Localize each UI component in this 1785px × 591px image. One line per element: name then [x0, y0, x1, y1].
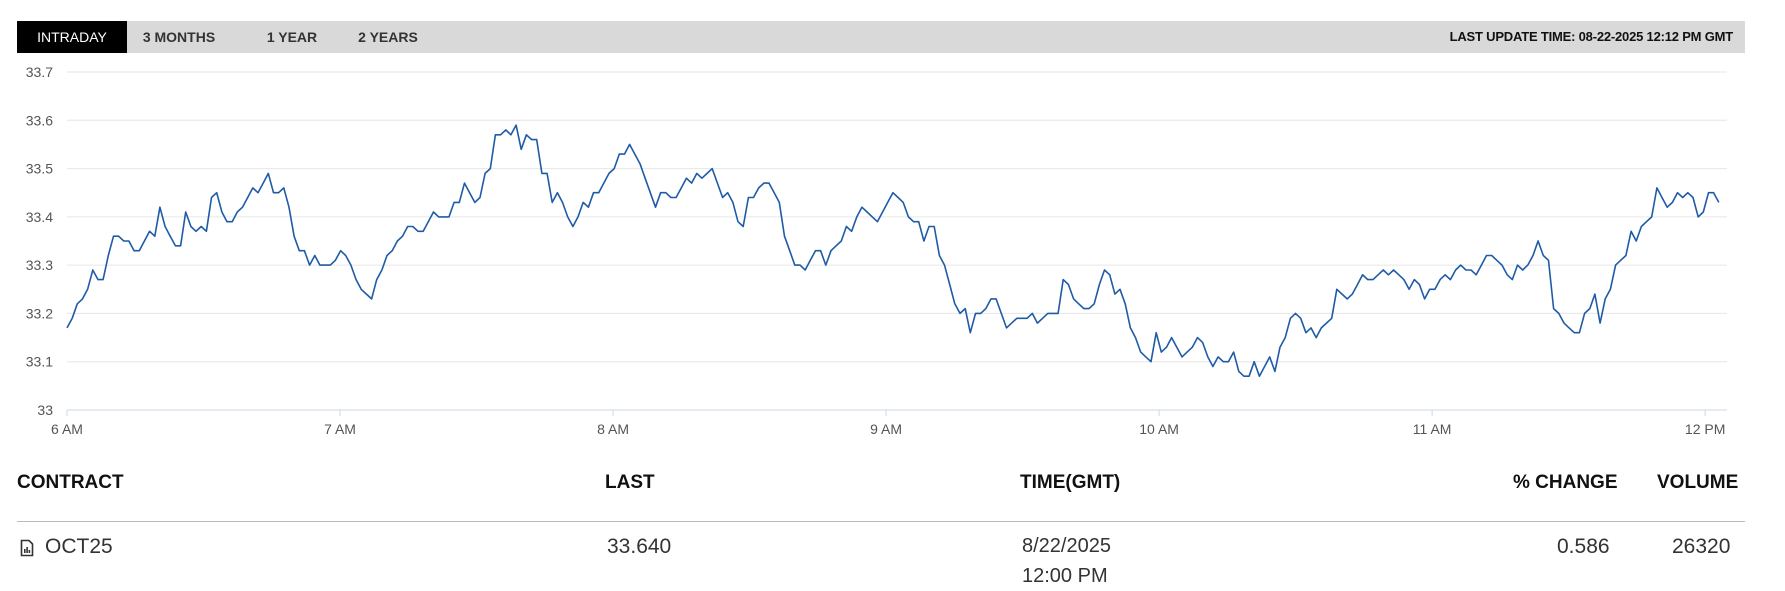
x-tick-label: 11 AM	[1413, 421, 1452, 437]
x-tick-label: 8 AM	[597, 421, 629, 437]
x-tick-label: 10 AM	[1139, 421, 1179, 437]
y-tick-label: 33.5	[26, 161, 53, 177]
quotes-table-header: CONTRACT LAST TIME(GMT) % CHANGE VOLUME	[0, 472, 1785, 502]
y-tick-label: 33	[37, 402, 53, 418]
header-time: TIME(GMT)	[1020, 472, 1121, 493]
x-tick-label: 7 AM	[324, 421, 356, 437]
x-axis-ticks: 6 AM 7 AM 8 AM 9 AM 10 AM 11 AM 12 PM	[51, 410, 1725, 437]
percent-change-value: 0.586	[1557, 535, 1610, 558]
range-tab-bar: INTRADAY 3 MONTHS 1 YEAR 2 YEARS LAST UP…	[17, 21, 1745, 53]
tab-intraday[interactable]: INTRADAY	[17, 21, 127, 53]
x-tick-label: 6 AM	[51, 421, 83, 437]
y-tick-label: 33.7	[26, 64, 53, 80]
tab-3-months[interactable]: 3 MONTHS	[142, 29, 216, 45]
header-last: LAST	[605, 472, 655, 493]
y-tick-label: 33.4	[26, 209, 53, 225]
volume-value: 26320	[1672, 535, 1731, 558]
y-tick-label: 33.1	[26, 354, 53, 370]
header-contract: CONTRACT	[17, 472, 124, 493]
x-tick-label: 12 PM	[1685, 421, 1725, 437]
price-series-line	[66, 124, 1720, 377]
table-row: OCT25 33.640 8/22/2025 12:00 PM 0.586 26…	[0, 535, 1785, 589]
contract-name[interactable]: OCT25	[45, 535, 113, 558]
y-tick-label: 33.3	[26, 257, 53, 273]
quote-time: 12:00 PM	[1022, 565, 1108, 587]
chart-grid	[67, 71, 1727, 411]
document-chart-icon	[20, 539, 34, 557]
tab-1-year[interactable]: 1 YEAR	[266, 29, 318, 45]
price-line-chart: 33 33.1 33.2 33.3 33.4 33.5 33.6 33.7 6 AM 7 AM 8…	[26, 64, 1727, 437]
table-divider	[17, 521, 1745, 522]
y-tick-label: 33.2	[26, 305, 53, 321]
tab-2-years[interactable]: 2 YEARS	[358, 29, 418, 45]
header-volume: VOLUME	[1657, 472, 1739, 493]
quote-date: 8/22/2025	[1022, 535, 1111, 557]
quote-datetime: 8/22/2025 12:00 PM	[1022, 531, 1111, 591]
last-price: 33.640	[607, 535, 672, 558]
header-percent-change: % CHANGE	[1513, 472, 1618, 493]
y-tick-label: 33.6	[26, 112, 53, 128]
last-update-time: LAST UPDATE TIME: 08-22-2025 12:12 PM GM…	[1449, 29, 1734, 44]
x-tick-label: 9 AM	[870, 421, 902, 437]
y-axis-ticks: 33 33.1 33.2 33.3 33.4 33.5 33.6 33.7	[26, 64, 53, 418]
